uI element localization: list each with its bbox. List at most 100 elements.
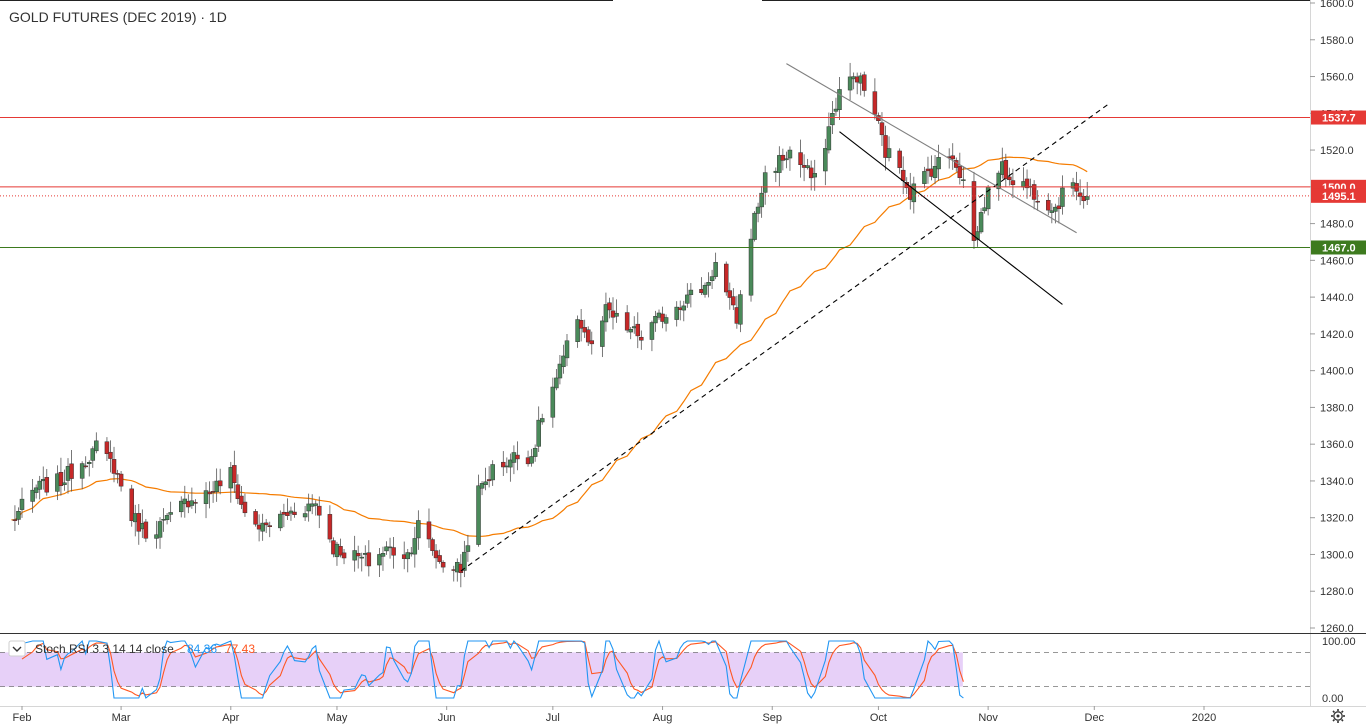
candle-body (872, 91, 878, 115)
candle-body (759, 192, 764, 208)
candle-body (44, 477, 50, 493)
candle-body (883, 135, 888, 158)
gear-icon[interactable] (1331, 709, 1345, 723)
candle-body (862, 74, 867, 91)
candle-body (58, 471, 64, 486)
candle-body (798, 152, 803, 165)
candle-body (600, 320, 605, 347)
collapse-button[interactable] (8, 640, 26, 657)
stoch-k-line (21, 639, 964, 699)
candle-body (465, 545, 471, 552)
trendline[interactable] (786, 63, 1077, 234)
candle-body (837, 89, 842, 110)
x-tick-label: Sep (762, 712, 782, 724)
osc-tick-label: 100.00 (1322, 636, 1356, 648)
candle-body (239, 495, 244, 505)
candle-body (982, 207, 987, 212)
candle-body (1007, 176, 1012, 181)
candle-body (483, 481, 488, 485)
candle-body (639, 336, 644, 341)
candle-body (405, 552, 410, 560)
candle-body (738, 294, 743, 325)
candle-body (235, 484, 241, 500)
x-tick-label: Oct (870, 712, 887, 724)
trendline[interactable] (839, 131, 1063, 305)
y-tick-label: 1460.0 (1320, 255, 1354, 267)
candle-body (86, 462, 92, 464)
candle-body (242, 501, 248, 514)
y-tick-label: 1440.0 (1320, 292, 1354, 304)
candle-body (214, 480, 219, 493)
candle-body (16, 510, 21, 520)
candle-body (1010, 180, 1016, 186)
trendline[interactable] (460, 103, 1109, 572)
candle-body (674, 306, 679, 320)
candle-body (203, 490, 209, 504)
candle-body (90, 448, 96, 461)
indicator-legend[interactable]: Stoch RSI 3 3 14 14 close 84.36 77.43 (8, 640, 255, 657)
candle-body (355, 552, 361, 557)
indicator-name: Stoch RSI 3 3 14 14 close (35, 642, 174, 656)
y-tick-label: 1580.0 (1320, 35, 1354, 47)
x-tick-label: 2020 (1192, 712, 1216, 724)
candle-body (755, 206, 761, 214)
indicator-d-value: 77.43 (225, 642, 255, 656)
candle-body (936, 157, 941, 170)
price-marker-label: 1537.7 (1322, 113, 1356, 125)
candle-body (723, 263, 729, 293)
candle-body (529, 456, 534, 464)
candle-body (713, 262, 718, 277)
candle-body (702, 284, 708, 295)
y-tick-label: 1360.0 (1320, 439, 1354, 451)
candle-body (437, 555, 442, 562)
candle-body (317, 505, 322, 516)
candle-body (136, 513, 142, 532)
y-tick-label: 1380.0 (1320, 402, 1354, 414)
x-tick-label: Feb (13, 712, 32, 724)
y-tick-label: 1480.0 (1320, 219, 1354, 231)
candle-body (341, 552, 347, 559)
candle-body (784, 158, 789, 161)
y-tick-label: 1420.0 (1320, 329, 1354, 341)
candle-body (787, 149, 793, 159)
candle-body (1003, 160, 1009, 179)
candle-body (12, 519, 18, 521)
candle-body (539, 418, 545, 423)
y-tick-label: 1600.0 (1320, 0, 1354, 10)
candle-body (536, 419, 541, 447)
candle-body (826, 126, 832, 151)
price-marker-label: 1467.0 (1322, 242, 1356, 254)
candle-body (1056, 205, 1062, 210)
candlestick-series (12, 62, 1090, 588)
candle-body (932, 166, 938, 178)
candle-body (193, 502, 198, 504)
candle-body (731, 296, 736, 306)
candle-body (30, 489, 35, 502)
candle-body (635, 323, 641, 337)
chart-title: GOLD FUTURES (DEC 2019) · 1D (9, 9, 227, 25)
candle-body (564, 340, 570, 359)
candle-body (649, 322, 655, 340)
candle-body (550, 386, 556, 418)
candle-body (1053, 206, 1058, 212)
candle-body (561, 355, 566, 368)
candle-body (681, 305, 687, 311)
candle-body (108, 451, 113, 459)
time-axis[interactable]: Feb Mar Apr May Jun Jul Aug Sep Oct Nov Dec 2020 (13, 706, 1217, 724)
candle-body (19, 498, 25, 510)
candle-body (957, 166, 963, 178)
price-marker-label: 1495.1 (1322, 191, 1356, 203)
candle-body (267, 525, 272, 528)
candle-body (306, 503, 311, 512)
candle-body (79, 463, 85, 479)
candle-body (168, 512, 173, 515)
candle-body (430, 539, 435, 551)
candle-body (575, 319, 580, 342)
indicator-k-value: 84.36 (187, 642, 217, 656)
candle-body (359, 556, 364, 559)
candle-body (780, 154, 786, 161)
candle-body (847, 76, 853, 91)
trendlines (460, 63, 1109, 572)
